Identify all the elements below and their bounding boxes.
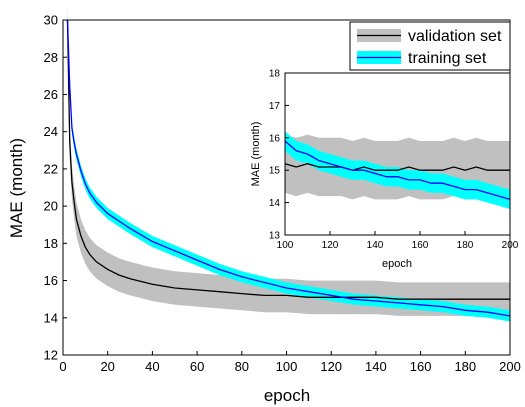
main-y-tick-label: 20 bbox=[44, 199, 58, 214]
inset-y-tick-label: 18 bbox=[269, 69, 281, 80]
inset-series-lines bbox=[284, 140, 511, 201]
main-y-tick-label: 30 bbox=[44, 13, 58, 28]
inset-y-tick-label: 17 bbox=[269, 101, 281, 112]
inset-y-tick-label: 15 bbox=[269, 166, 281, 177]
main-y-tick-label: 16 bbox=[44, 273, 58, 288]
main-y-axis: 12 14 16 18 20 22 24 26 28 30 bbox=[44, 13, 67, 363]
main-line-0 bbox=[66, 19, 510, 300]
inset-line-0 bbox=[284, 163, 510, 171]
main-line-1 bbox=[66, 19, 511, 317]
inset-y-tick-label: 14 bbox=[269, 198, 281, 209]
main-x-tick-label: 200 bbox=[499, 359, 521, 374]
main-x-axis-label: epoch bbox=[264, 386, 310, 405]
main-band-0 bbox=[67, 3, 510, 316]
inset-x-tick-label: 180 bbox=[457, 240, 474, 251]
main-x-tick-label: 40 bbox=[145, 359, 159, 374]
inset-x-tick-label: 120 bbox=[322, 240, 339, 251]
main-x-tick-label: 140 bbox=[365, 359, 387, 374]
legend: validation set training set bbox=[349, 21, 511, 71]
main-y-tick-label: 26 bbox=[44, 87, 58, 102]
main-x-tick-label: 180 bbox=[454, 359, 476, 374]
inset-x-axis-label: epoch bbox=[382, 258, 412, 270]
main-y-axis-label: MAE (month) bbox=[7, 138, 26, 238]
inset-x-axis: 100 120 140 160 180 200 bbox=[277, 231, 519, 251]
main-x-tick-label: 80 bbox=[235, 359, 249, 374]
main-x-tick-label: 0 bbox=[59, 359, 66, 374]
legend-label-validation: validation set bbox=[408, 28, 502, 45]
inset-x-tick-label: 200 bbox=[502, 240, 519, 251]
inset-y-axis: 13 14 15 16 17 18 bbox=[269, 69, 289, 242]
main-y-tick-label: 18 bbox=[44, 236, 58, 251]
legend-label-training: training set bbox=[408, 50, 487, 67]
main-x-tick-label: 120 bbox=[320, 359, 342, 374]
inset-y-tick-label: 13 bbox=[269, 231, 281, 242]
inset-y-tick-label: 16 bbox=[269, 133, 281, 144]
inset-plot-frame bbox=[284, 72, 511, 236]
main-x-tick-label: 60 bbox=[190, 359, 204, 374]
inset-line-1 bbox=[284, 140, 511, 201]
main-x-tick-label: 160 bbox=[410, 359, 432, 374]
inset-x-tick-label: 160 bbox=[412, 240, 429, 251]
inset-y-axis-label: MAE (month) bbox=[250, 122, 262, 187]
main-y-tick-label: 14 bbox=[44, 310, 58, 325]
main-series-lines bbox=[66, 19, 511, 317]
main-uncertainty-bands bbox=[67, 3, 510, 322]
inset-x-tick-label: 100 bbox=[277, 240, 294, 251]
main-y-tick-label: 24 bbox=[44, 124, 58, 139]
inset-x-tick-label: 140 bbox=[367, 240, 384, 251]
main-y-tick-label: 28 bbox=[44, 50, 58, 65]
main-x-tick-label: 100 bbox=[276, 359, 298, 374]
main-y-tick-label: 12 bbox=[44, 348, 58, 363]
main-y-tick-label: 22 bbox=[44, 161, 58, 176]
main-x-tick-label: 20 bbox=[100, 359, 114, 374]
main-x-axis: 0 20 40 60 80 100 120 140 160 180 200 bbox=[59, 351, 521, 374]
